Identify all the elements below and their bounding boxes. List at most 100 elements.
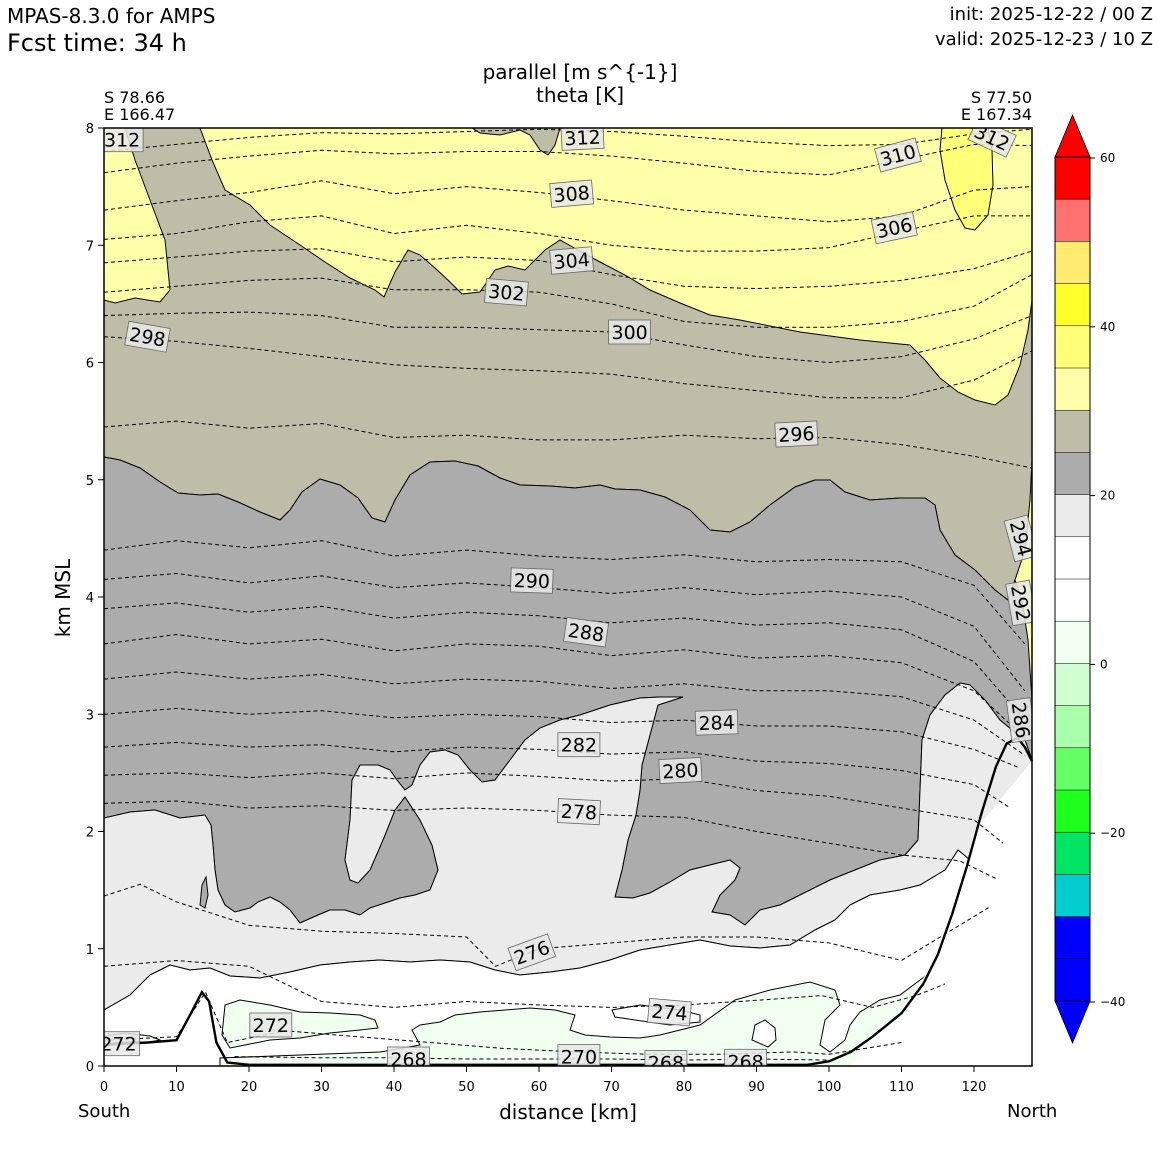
colorbar-bin — [1054, 705, 1091, 749]
colorbar-tick-label: 0 — [1100, 657, 1108, 671]
theta-label-text: 284 — [698, 712, 735, 735]
theta-contour-300 — [104, 311, 1032, 364]
y-tick-label: 8 — [86, 122, 94, 137]
colorbar-bin — [1054, 283, 1091, 327]
theta-label: 268 — [387, 1046, 430, 1071]
theta-contour-284 — [104, 707, 1018, 768]
theta-label: 290 — [509, 567, 554, 594]
wind-fill-layer — [104, 128, 1032, 1066]
model-name: MPAS-8.3.0 for AMPS — [7, 4, 216, 28]
theta-label: 270 — [557, 1044, 601, 1069]
colorbar-tick-label: 20 — [1100, 489, 1115, 503]
y-tick-label: 5 — [86, 474, 94, 489]
colorbar-bin — [1054, 325, 1091, 369]
start-lat: S 78.66 — [104, 88, 166, 107]
theta-label-text: 280 — [662, 760, 699, 784]
theta-label-text: 296 — [778, 423, 815, 447]
theta-label-text: 272 — [253, 1015, 289, 1037]
theta-label: 312 — [104, 128, 144, 153]
y-tick-label: 0 — [86, 1060, 94, 1075]
theta-label: 308 — [549, 179, 594, 208]
colorbar-frame — [1054, 156, 1091, 1002]
theta-label-text: 270 — [561, 1047, 597, 1069]
theta-label-text: 282 — [561, 735, 597, 757]
chart-title-theta: theta [K] — [536, 83, 624, 107]
theta-label-layer: 312 312 3123103083063043023002982962942922… — [100, 126, 1034, 1075]
theta-label-text: 312 — [104, 130, 140, 152]
colorbar-over-arrow — [1054, 113, 1091, 158]
theta-label: 296 — [774, 420, 819, 448]
start-location: S 78.66 E 166.47 — [104, 89, 175, 123]
x-tick-label: 120 — [962, 1080, 987, 1095]
colorbar-bin — [1054, 874, 1091, 918]
colorbar-tick-label: 40 — [1100, 320, 1115, 334]
colorbar-bin — [1054, 831, 1091, 876]
theta-label-text: 308 — [553, 182, 591, 207]
theta-label-text: 268 — [648, 1053, 684, 1075]
fill-bin-neg5-0-b — [219, 873, 1016, 1066]
theta-contour-304 — [104, 248, 1032, 290]
colorbar-bin — [1054, 789, 1091, 833]
theta-label: 274 — [647, 997, 692, 1027]
colorbar-bin — [1054, 620, 1091, 665]
theta-contour-280 — [104, 772, 1004, 844]
x-tick-label: 40 — [386, 1080, 403, 1095]
theta-contour-296 — [104, 420, 1032, 469]
colorbar-bin — [1054, 409, 1091, 454]
theta-label: 268 — [724, 1048, 767, 1066]
x-tick-label: 20 — [241, 1080, 258, 1095]
colorbar-tick-label: −20 — [1100, 826, 1125, 840]
theta-contour-302 — [104, 274, 1032, 328]
x-tick-label: 90 — [748, 1080, 765, 1095]
theta-contour-286 — [104, 671, 1026, 756]
colorbar-bin — [1054, 747, 1091, 791]
x-tick-label: 70 — [603, 1080, 620, 1095]
colorbar-bin — [1054, 916, 1091, 960]
fill-bin-0-10-bubble — [751, 1019, 777, 1048]
theta-label-text: 268 — [390, 1049, 426, 1071]
theta-label: 288 — [563, 616, 610, 648]
theta-label-text: 302 — [487, 281, 525, 306]
theta-label: 272 — [100, 1031, 140, 1057]
theta-label-text: 300 — [611, 322, 647, 344]
colorbar-bin — [1054, 494, 1091, 538]
theta-label: 312 — [560, 126, 605, 151]
colorbar-bin — [1054, 241, 1091, 285]
colorbar-under-arrow — [1054, 1000, 1091, 1045]
x-tick-label: 60 — [531, 1080, 548, 1095]
x-axis: 0 10 20 30 40 50 60 70 80 90 100 110 120 — [100, 1066, 987, 1095]
theta-contour-274 — [104, 959, 946, 1008]
north-end-label: North — [1007, 1101, 1058, 1122]
fill-bin-15-20-spur — [199, 875, 209, 909]
valid-time: valid: 2025-12-23 / 10 Z — [935, 29, 1153, 50]
theta-label-text: 272 — [100, 1034, 136, 1056]
theta-label-text: 286 — [1007, 701, 1034, 740]
theta-label-text: 312 — [564, 126, 601, 150]
y-axis: 0 1 2 3 4 5 6 7 8 — [86, 122, 104, 1075]
theta-label: 310 — [874, 137, 922, 173]
theta-label: 304 — [549, 246, 594, 275]
theta-contour-310 — [104, 143, 1032, 176]
terrain-profile — [103, 736, 1034, 1066]
colorbar-bin — [1054, 958, 1091, 1002]
theta-contour-292 — [104, 572, 1026, 692]
y-tick-label: 4 — [86, 591, 94, 606]
colorbar-bin — [1054, 452, 1091, 496]
theta-label: 286 — [1005, 697, 1034, 744]
colorbar-bin — [1054, 536, 1091, 580]
end-lon: E 167.34 — [960, 105, 1032, 124]
end-location: S 77.50 E 167.34 — [961, 89, 1032, 123]
theta-label-text: 274 — [650, 1001, 688, 1026]
theta-label: 284 — [694, 709, 739, 736]
theta-label-text: 290 — [513, 570, 550, 593]
fill-bin-20-25-notch — [471, 128, 561, 156]
theta-label: 272 — [249, 1012, 293, 1038]
x-axis-label: distance [km] — [499, 1100, 637, 1124]
x-tick-label: 80 — [676, 1080, 693, 1095]
colorbar-bin — [1054, 198, 1091, 243]
y-tick-label: 2 — [86, 826, 94, 841]
y-axis-label: km MSL — [51, 558, 75, 637]
theta-label: 282 — [557, 732, 601, 758]
x-tick-label: 0 — [100, 1080, 108, 1095]
y-tick-label: 3 — [86, 708, 94, 723]
